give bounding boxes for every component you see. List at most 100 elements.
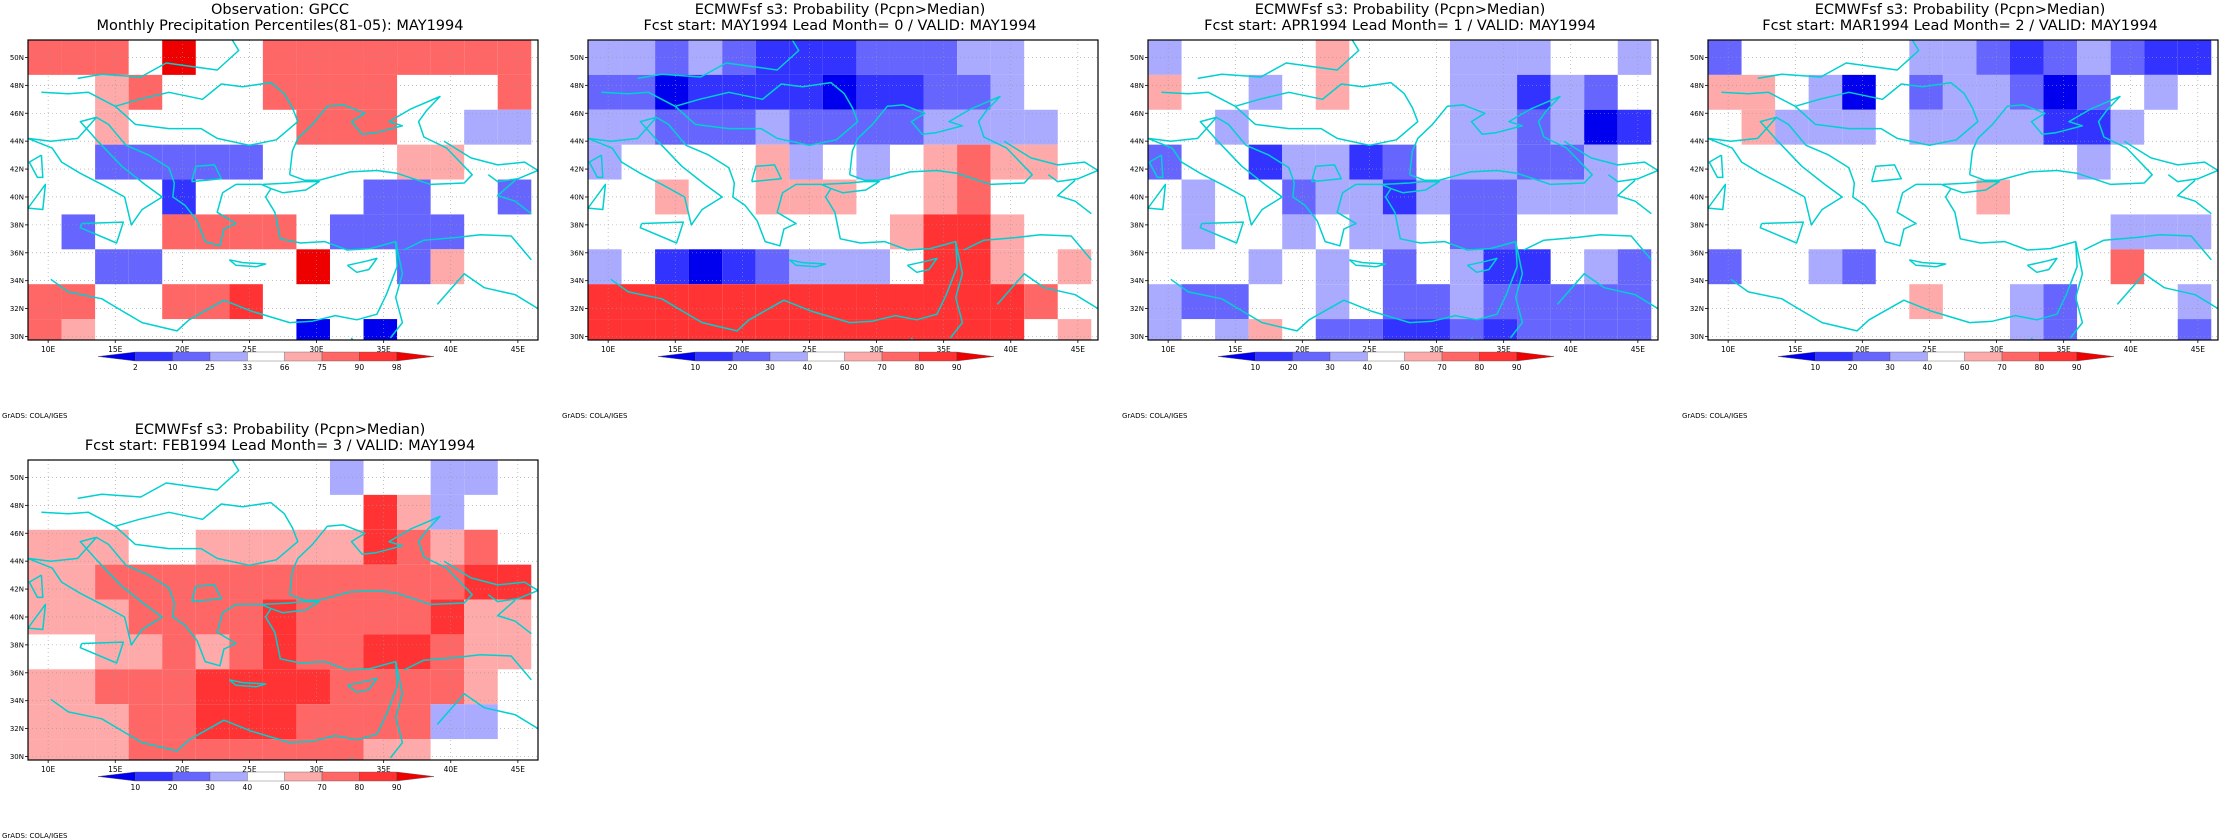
colorbar-label: 30 bbox=[205, 783, 215, 792]
grid-cell bbox=[1449, 319, 1484, 340]
colorbar-swatch bbox=[1516, 351, 1555, 362]
precip-map: 10E 15E 20E 25E 30E 35E 40E 45E 30N 32N 34N 36N 38N 4… bbox=[570, 39, 1099, 372]
grid-cell bbox=[1315, 319, 1350, 340]
colorbar-label: 30 bbox=[1325, 363, 1335, 372]
grid-cell bbox=[1349, 214, 1383, 250]
y-tick-label: 50N bbox=[1690, 54, 1704, 62]
grid-cell bbox=[128, 144, 163, 180]
coastline bbox=[1968, 95, 2153, 186]
coastlines bbox=[28, 40, 538, 340]
coastline bbox=[588, 116, 723, 226]
grid-cell bbox=[1215, 109, 1249, 145]
coastline bbox=[228, 259, 267, 268]
colorbar-swatch bbox=[135, 771, 173, 782]
grid-cell bbox=[1517, 319, 1551, 340]
grid-cell bbox=[2043, 109, 2078, 145]
grid-cell bbox=[755, 144, 790, 180]
grid-cell bbox=[128, 669, 163, 705]
grid-cell bbox=[722, 109, 756, 145]
x-tick-label: 45E bbox=[1631, 345, 1646, 354]
grid-cell bbox=[363, 109, 398, 145]
coastline bbox=[403, 233, 532, 261]
grid-cell bbox=[430, 214, 465, 250]
y-tick-label: 50N bbox=[10, 474, 24, 482]
grid-cell bbox=[588, 144, 622, 180]
grid-cell bbox=[28, 669, 62, 705]
coastline bbox=[346, 677, 378, 694]
colorbar-label: 10 bbox=[131, 783, 141, 792]
grid-cell bbox=[95, 739, 129, 760]
grads-credit: GrADS: COLA/IGES bbox=[2, 412, 68, 420]
grid-cell bbox=[162, 214, 196, 250]
coastline bbox=[1148, 183, 1167, 211]
grid-cell bbox=[128, 739, 163, 760]
coastline bbox=[949, 241, 964, 339]
grid-cells bbox=[28, 40, 532, 340]
x-tick-label: 35E bbox=[937, 345, 952, 354]
grid-cell bbox=[1449, 74, 1484, 110]
grid-cell bbox=[1248, 144, 1283, 180]
grid-cell bbox=[162, 144, 196, 180]
colorbar-label: 90 bbox=[392, 783, 402, 792]
grid-cell bbox=[397, 179, 431, 215]
grid-cell bbox=[755, 319, 790, 340]
grid-cell bbox=[621, 319, 656, 340]
grid-cell bbox=[822, 249, 857, 285]
colorbar-swatch bbox=[807, 351, 845, 362]
y-tick-label: 32N bbox=[10, 725, 24, 733]
colorbar-swatch bbox=[1404, 351, 1443, 362]
grid-cell bbox=[128, 704, 163, 740]
grid-cell bbox=[889, 319, 924, 340]
grid-cell bbox=[1808, 74, 1843, 110]
coastline bbox=[639, 221, 685, 244]
grid-cell bbox=[162, 564, 196, 600]
x-tick-label: 25E bbox=[1362, 345, 1377, 354]
x-tick-label: 30E bbox=[309, 765, 324, 774]
plot-frame bbox=[1707, 39, 2219, 341]
grid-cell bbox=[195, 564, 230, 600]
coastline bbox=[788, 259, 827, 268]
x-tick-label: 15E bbox=[1788, 345, 1803, 354]
coastline bbox=[41, 511, 116, 527]
colorbar: 2 10 25 33 66 75 90 98 bbox=[97, 351, 435, 372]
coastline bbox=[28, 574, 44, 599]
grid-cell bbox=[856, 144, 890, 180]
grid-cell bbox=[162, 634, 196, 670]
grid-cell bbox=[889, 74, 924, 110]
colorbar-label: 2 bbox=[133, 363, 138, 372]
grid-cell bbox=[464, 564, 498, 600]
grid-cell bbox=[1215, 319, 1249, 340]
y-tick-label: 46N bbox=[10, 530, 24, 538]
grid-cell bbox=[990, 40, 1025, 75]
coastlines bbox=[28, 460, 538, 760]
colorbar-swatch bbox=[2001, 351, 2040, 362]
map-panel-lead-1: ECMWFsf s3: Probability (Pcpn>Median) Fc… bbox=[1120, 0, 1680, 420]
y-tick-label: 34N bbox=[10, 277, 24, 285]
x-tick-label: 45E bbox=[511, 765, 526, 774]
y-tick-label: 40N bbox=[10, 613, 24, 621]
colorbar-label: 90 bbox=[952, 363, 962, 372]
coastline bbox=[1161, 91, 1236, 107]
grid-cell bbox=[957, 249, 991, 285]
coastline bbox=[1310, 164, 1343, 183]
y-tick-label: 40N bbox=[1130, 193, 1144, 201]
grid-cell bbox=[856, 74, 890, 110]
x-tick-label: 20E bbox=[175, 345, 190, 354]
colorbar-label: 40 bbox=[1923, 363, 1933, 372]
grid-cell bbox=[1282, 214, 1316, 250]
x-tick-label: 10E bbox=[601, 345, 616, 354]
coastline bbox=[1382, 180, 1440, 194]
grid-cell bbox=[262, 704, 297, 740]
map-panel-lead-3: ECMWFsf s3: Probability (Pcpn>Median) Fc… bbox=[0, 420, 560, 840]
y-tick-label: 38N bbox=[570, 221, 584, 229]
colorbar-label: 60 bbox=[1400, 363, 1410, 372]
grid-cell bbox=[1976, 109, 2010, 145]
grid-cell bbox=[128, 249, 163, 285]
grid-cell bbox=[1550, 319, 1585, 340]
grid-cell bbox=[1349, 144, 1383, 180]
coastline bbox=[288, 95, 473, 186]
x-tick-label: 25E bbox=[242, 765, 257, 774]
grid-cell bbox=[588, 319, 622, 340]
coastlines bbox=[1148, 40, 1658, 340]
grid-cell bbox=[195, 739, 230, 760]
